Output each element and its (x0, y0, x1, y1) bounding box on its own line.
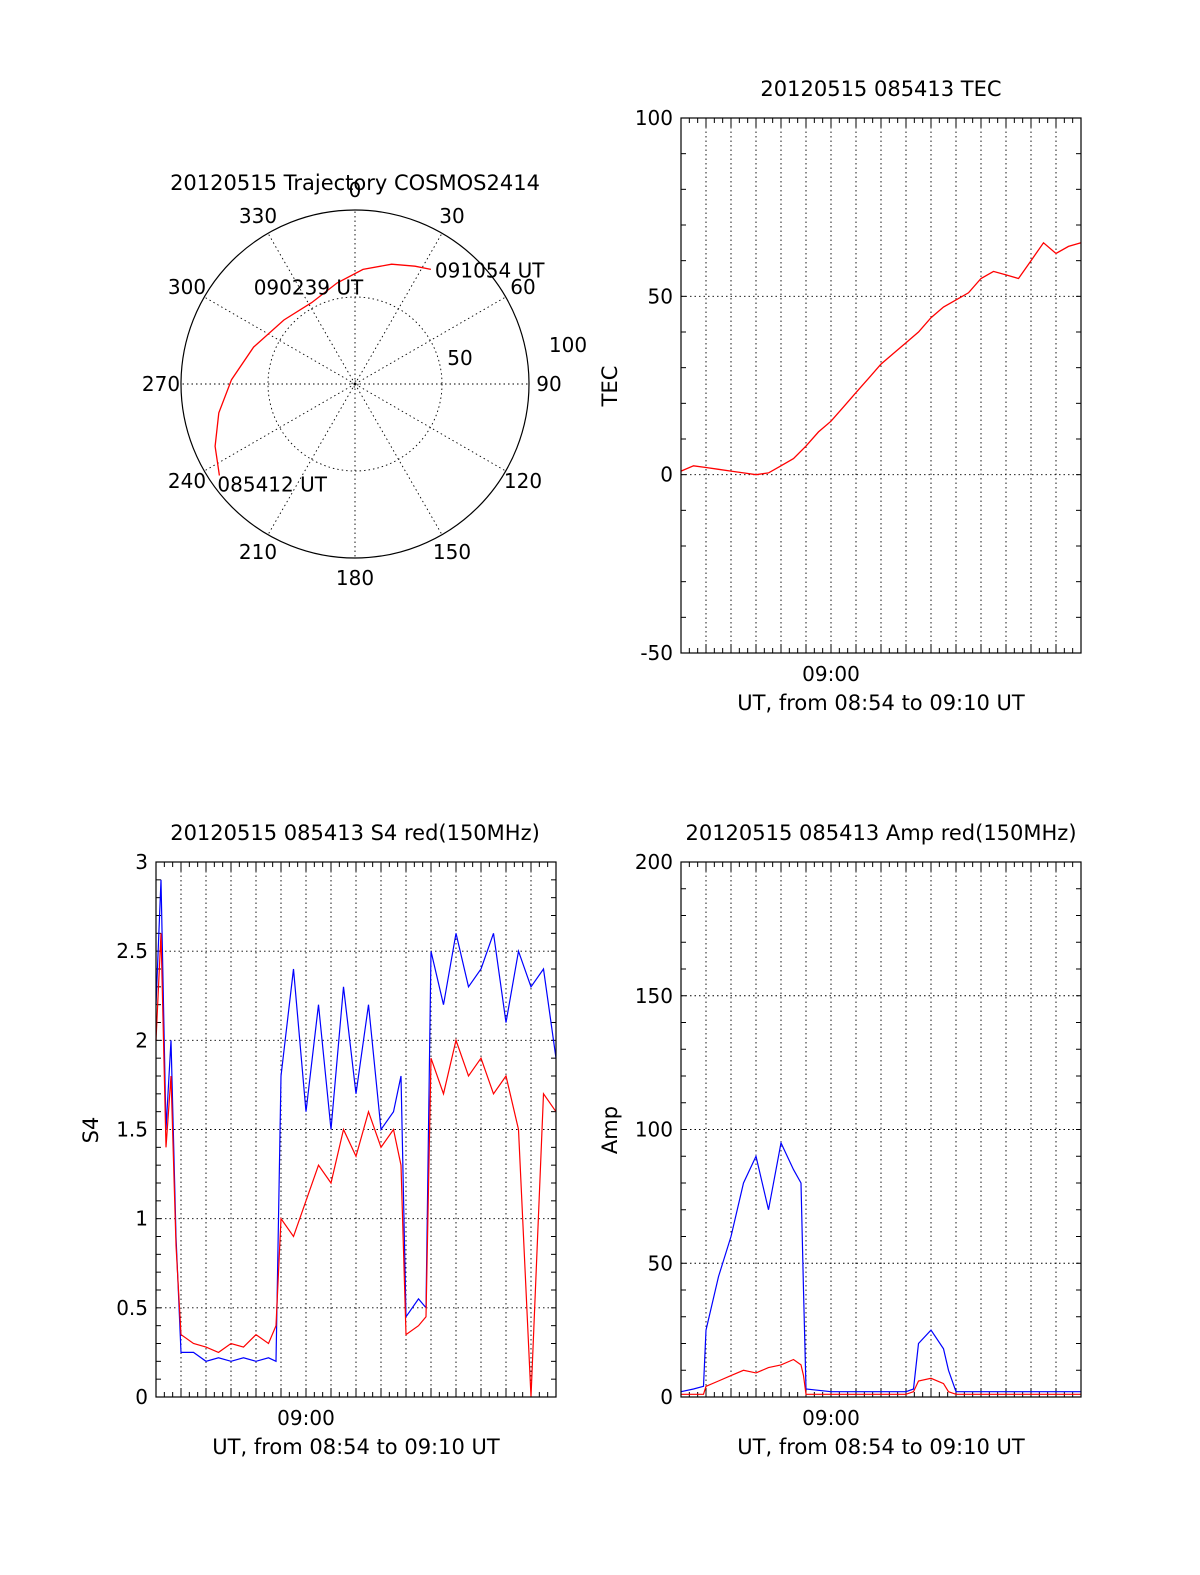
panel-amp: 20120515 085413 Amp red(150MHz) 0 50 100 15… (598, 821, 1082, 1459)
panel-s4: 20120515 085413 S4 red(150MHz) 0 0.5 1 1.5 2… (79, 821, 557, 1459)
polar-azimuth-label: 60 (510, 275, 535, 299)
polar-spoke-line (354, 296, 506, 385)
amp-ylabel: Amp (598, 1106, 622, 1154)
amp-xlabel: UT, from 08:54 to 09:10 UT (737, 1435, 1025, 1459)
amp-tick-labels: 0 50 100 150 200 09:00 (635, 850, 860, 1430)
polar-spoke-line (354, 383, 506, 472)
polar-azimuth-label: 30 (439, 204, 464, 228)
tec-ytick-label: 0 (660, 463, 673, 487)
polar-azimuth-label: 330 (239, 204, 277, 228)
tec-ytick-label: 100 (635, 106, 673, 130)
polar-spoke-line (354, 233, 443, 385)
tec-plot-frame (680, 117, 1082, 654)
polar-spoke-line (267, 383, 356, 535)
amp-ytick-label: 150 (635, 984, 673, 1008)
s4-ylabel: S4 (79, 1117, 103, 1144)
s4-ytick-label: 1.5 (116, 1118, 148, 1142)
s4-tick-labels: 0 0.5 1 1.5 2 2.5 3 09:00 (116, 850, 335, 1430)
tec-series-line (680, 241, 1082, 476)
amp-grid (681, 861, 1081, 1398)
s4-ytick-label: 1 (135, 1207, 148, 1231)
polar-azimuth-label: 300 (168, 275, 206, 299)
s4-series-blue (155, 879, 557, 1363)
polar-annotation-mid: 090239 UT (254, 276, 364, 300)
polar-azimuth-label: 90 (536, 372, 561, 396)
tec-grid (681, 117, 1081, 654)
polar-ring-label-100: 100 (549, 333, 587, 357)
polar-center-ring (351, 380, 359, 388)
polar-trajectory-line (214, 263, 432, 476)
polar-azimuth-label: 120 (504, 469, 542, 493)
s4-xlabel: UT, from 08:54 to 09:10 UT (212, 1435, 500, 1459)
s4-series-red (155, 933, 557, 1398)
polar-azimuth-labels: 0 30 60 90 120 150 180 210 240 270 300 330 (142, 178, 562, 590)
tec-xtick-label: 09:00 (802, 662, 860, 686)
s4-xtick-label: 09:00 (277, 1406, 335, 1430)
panel-polar-trajectory: 20120515 Trajectory COSMOS2414 0 30 60 90 12… (142, 171, 587, 590)
amp-xtick-label: 09:00 (802, 1406, 860, 1430)
tec-ytick-label: -50 (640, 641, 673, 665)
amp-title: 20120515 085413 Amp red(150MHz) (685, 821, 1076, 845)
amp-ytick-label: 200 (635, 850, 673, 874)
amp-ytick-label: 0 (660, 1385, 673, 1409)
polar-grid (181, 210, 529, 558)
tec-ytick-label: 50 (648, 284, 673, 308)
s4-ytick-label: 2 (135, 1028, 148, 1052)
s4-ytick-label: 0.5 (116, 1296, 148, 1320)
amp-series-red (681, 1358, 1081, 1395)
tec-ylabel: TEC (598, 366, 622, 408)
polar-ring-label-50: 50 (447, 346, 472, 370)
s4-plot-frame (155, 861, 557, 1398)
polar-spoke-line (204, 296, 356, 385)
polar-spoke-line (204, 383, 356, 472)
polar-azimuth-label: 240 (168, 469, 206, 493)
polar-azimuth-label: 150 (433, 540, 471, 564)
polar-azimuth-label: 180 (336, 566, 374, 590)
s4-ytick-label: 3 (135, 850, 148, 874)
polar-azimuth-label: 0 (349, 178, 362, 202)
polar-outer-circle (180, 209, 530, 559)
amp-ytick-label: 100 (635, 1118, 673, 1142)
tec-title: 20120515 085413 TEC (760, 77, 1001, 101)
amp-plot-frame (680, 861, 1082, 1398)
s4-title: 20120515 085413 S4 red(150MHz) (170, 821, 540, 845)
tec-tick-labels: -50 0 50 100 09:00 (635, 106, 860, 686)
polar-azimuth-label: 210 (239, 540, 277, 564)
polar-title: 20120515 Trajectory COSMOS2414 (170, 171, 540, 195)
s4-ytick-label: 0 (135, 1385, 148, 1409)
panel-tec: 20120515 085413 TEC -50 0 50 100 09:00 TEC U… (598, 77, 1082, 715)
polar-annotation-start: 085412 UT (217, 473, 327, 497)
polar-annotation-end: 091054 UT (435, 258, 545, 282)
polar-spoke-line (354, 383, 443, 535)
polar-spoke-line (267, 233, 356, 385)
amp-ytick-label: 50 (648, 1251, 673, 1275)
s4-grid (156, 861, 556, 1398)
polar-azimuth-label: 270 (142, 372, 180, 396)
amp-series-blue (680, 1140, 1081, 1393)
s4-ytick-label: 2.5 (116, 939, 148, 963)
tec-xlabel: UT, from 08:54 to 09:10 UT (737, 691, 1025, 715)
